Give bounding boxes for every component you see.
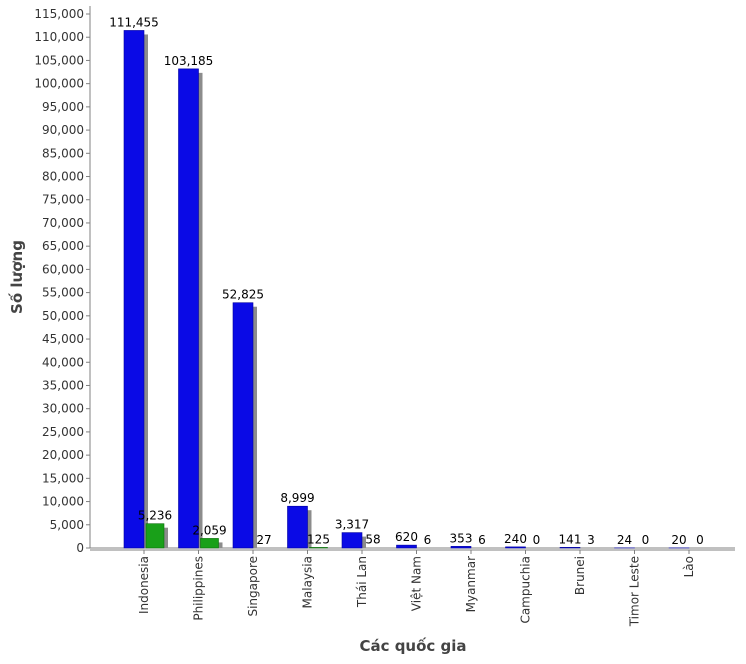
x-category-label: Việt Nam <box>410 556 424 611</box>
x-category-label: Singapore <box>246 556 260 617</box>
x-category-label: Philippines <box>192 556 206 621</box>
y-tick-label: 45,000 <box>42 332 84 346</box>
data-label-series-2: 0 <box>533 533 541 547</box>
data-label-series-2: 5,236 <box>138 509 172 523</box>
data-label-series-2: 58 <box>365 533 380 547</box>
data-label-series-2: 125 <box>307 532 330 546</box>
bar-series-1 <box>288 506 308 548</box>
x-category-label: Timor Leste <box>628 556 642 627</box>
data-label-series-2: 6 <box>478 533 486 547</box>
data-label-series-1: 141 <box>559 532 582 546</box>
bar-series-1 <box>233 303 253 548</box>
bar-series-1 <box>342 533 362 548</box>
bar-series-2 <box>146 524 164 548</box>
y-tick-label: 50,000 <box>42 309 84 323</box>
data-label-series-2: 3 <box>587 533 595 547</box>
data-label-series-2: 6 <box>424 533 432 547</box>
y-tick-label: 95,000 <box>42 100 84 114</box>
data-label-series-1: 52,825 <box>222 288 264 302</box>
y-axis: 0 5,000 10,000 15,000 20,000 25,000 30,000 35,0… <box>34 6 90 555</box>
y-tick-label: 70,000 <box>42 216 84 230</box>
y-tick-label: 115,000 <box>34 7 84 21</box>
y-tick-label: 65,000 <box>42 239 84 253</box>
data-label-series-1: 103,185 <box>164 54 214 68</box>
y-tick-label: 110,000 <box>34 30 84 44</box>
bar-series-1 <box>124 30 144 548</box>
y-tick-label: 55,000 <box>42 286 84 300</box>
y-tick-label: 10,000 <box>42 495 84 509</box>
data-label-series-2: 0 <box>696 533 704 547</box>
x-category-label: Thái Lan <box>355 556 369 608</box>
data-label-series-1: 620 <box>395 530 418 544</box>
data-label-series-1: 24 <box>617 533 632 547</box>
y-tick-label: 15,000 <box>42 471 84 485</box>
data-label-series-2: 27 <box>256 533 271 547</box>
x-axis: Indonesia Philippines Singapore Malaysia Thá… <box>90 548 735 627</box>
bar-series-2 <box>310 547 328 548</box>
data-label-series-2: 2,059 <box>192 523 226 537</box>
data-label-series-1: 240 <box>504 532 527 546</box>
data-label-series-1: 353 <box>450 531 473 545</box>
x-category-label: Campuchia <box>519 556 533 624</box>
bar-series-2 <box>201 538 219 548</box>
x-category-label: Malaysia <box>301 556 315 608</box>
data-label-series-2: 0 <box>642 533 650 547</box>
y-tick-label: 35,000 <box>42 378 84 392</box>
y-tick-label: 30,000 <box>42 402 84 416</box>
bar-series-1 <box>506 547 526 548</box>
y-tick-label: 90,000 <box>42 123 84 137</box>
bar-series-1 <box>451 546 471 548</box>
bar-series-1 <box>397 545 417 548</box>
y-tick-label: 5,000 <box>50 518 84 532</box>
y-tick-label: 0 <box>76 541 84 555</box>
data-label-series-1: 3,317 <box>335 518 369 532</box>
data-label-series-1: 111,455 <box>109 15 159 29</box>
x-category-label: Brunei <box>573 556 587 595</box>
y-tick-label: 75,000 <box>42 193 84 207</box>
data-label-series-1: 20 <box>671 533 686 547</box>
y-tick-label: 40,000 <box>42 355 84 369</box>
bar-series-1 <box>179 69 199 548</box>
y-tick-label: 80,000 <box>42 170 84 184</box>
y-tick-label: 85,000 <box>42 146 84 160</box>
y-tick-label: 100,000 <box>34 77 84 91</box>
bar-series-1 <box>560 547 580 548</box>
x-category-label: Myanmar <box>464 556 478 612</box>
data-label-series-1: 8,999 <box>280 491 314 505</box>
y-tick-label: 25,000 <box>42 425 84 439</box>
y-tick-label: 20,000 <box>42 448 84 462</box>
y-tick-label: 60,000 <box>42 262 84 276</box>
x-axis-title: Các quốc gia <box>359 636 466 655</box>
x-category-label: Indonesia <box>137 556 151 614</box>
y-tick-label: 105,000 <box>34 53 84 67</box>
y-axis-title: Số lượng <box>7 240 26 314</box>
x-category-label: Lào <box>682 556 696 577</box>
